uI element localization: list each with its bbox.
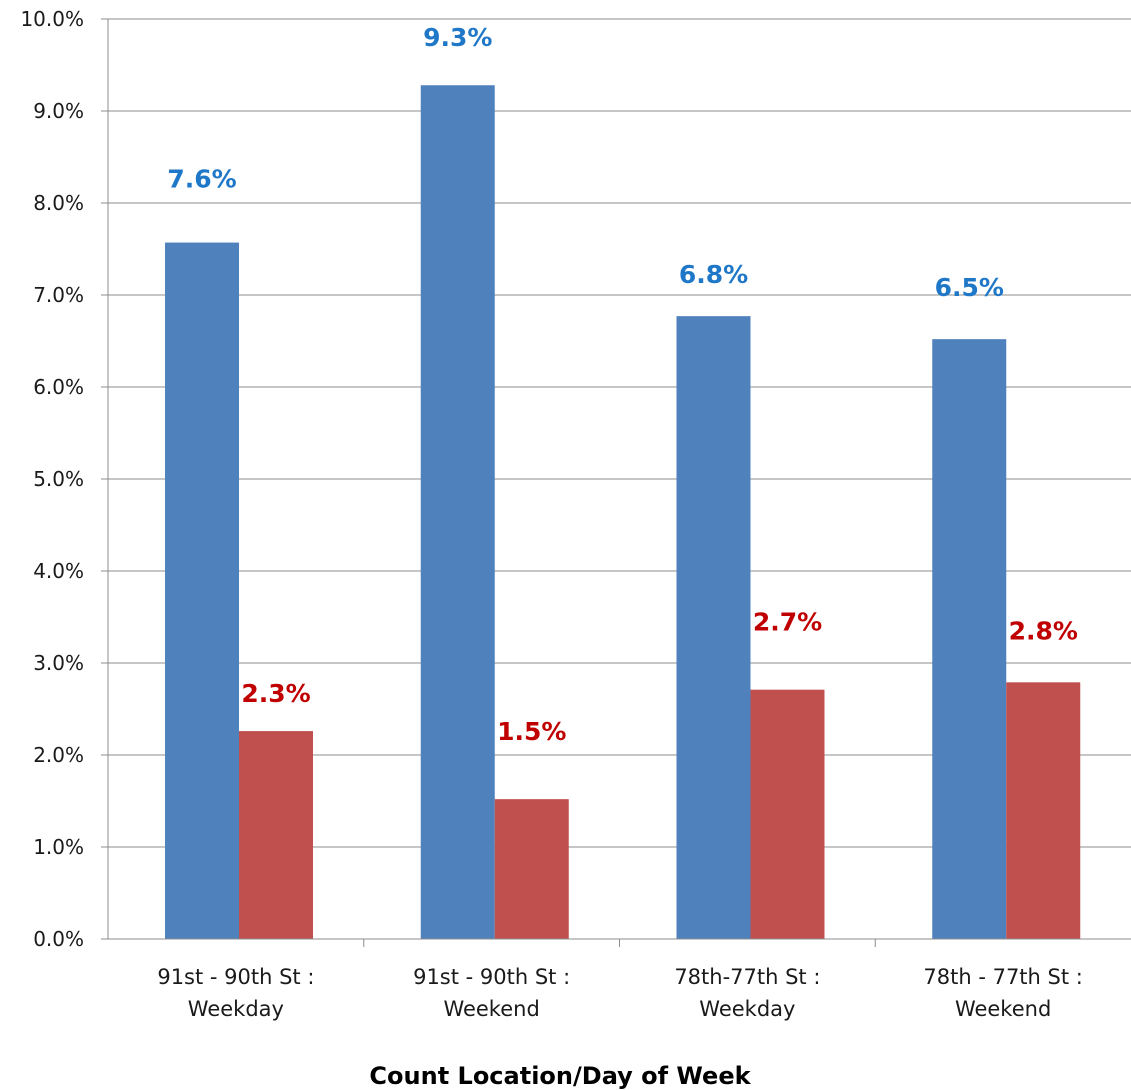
x-tick-label: 91st - 90th St :	[157, 965, 314, 989]
bar	[676, 316, 751, 939]
x-tick-label: Weekday	[699, 997, 795, 1021]
data-label: 9.3%	[423, 23, 492, 52]
y-tick-label: 6.0%	[33, 375, 84, 399]
y-tick-label: 3.0%	[33, 651, 84, 675]
bar	[750, 689, 825, 939]
x-tick-label: Weekend	[955, 997, 1051, 1021]
bar	[1006, 682, 1081, 939]
y-tick-label: 10.0%	[20, 7, 84, 31]
x-tick-label: Weekday	[188, 997, 284, 1021]
y-tick-label: 0.0%	[33, 927, 84, 951]
y-tick-label: 8.0%	[33, 191, 84, 215]
data-label: 6.8%	[679, 260, 748, 289]
x-tick-label: Weekend	[443, 997, 539, 1021]
data-label: 2.3%	[241, 679, 310, 708]
y-axis: 0.0% 1.0% 2.0% 3.0% 4.0% 5.0% 6.0% 7.0% 8.0% 9.0%…	[20, 7, 109, 951]
bar	[932, 339, 1007, 939]
data-label: 6.5%	[935, 273, 1004, 302]
bar	[420, 85, 495, 940]
data-labels: 7.6% 2.3% 9.3% 1.5% 6.8% 2.7% 6.5% 2.8%	[167, 23, 1078, 746]
bar	[494, 799, 569, 939]
bars	[165, 85, 1081, 940]
y-tick-label: 1.0%	[33, 835, 84, 859]
y-tick-label: 7.0%	[33, 283, 84, 307]
y-tick-label: 5.0%	[33, 467, 84, 491]
x-axis: 91st - 90th St : Weekday 91st - 90th St : W…	[108, 938, 1131, 1021]
data-label: 2.7%	[753, 608, 822, 637]
data-label: 1.5%	[497, 717, 566, 746]
data-label: 7.6%	[167, 165, 236, 194]
bar	[165, 242, 239, 939]
x-tick-label: 78th - 77th St :	[923, 965, 1082, 989]
data-label: 2.8%	[1009, 616, 1078, 645]
y-tick-label: 9.0%	[33, 99, 84, 123]
y-tick-label: 2.0%	[33, 743, 84, 767]
y-tick-label: 4.0%	[33, 559, 84, 583]
x-axis-title: Count Location/Day of Week	[369, 1062, 751, 1090]
bar	[239, 731, 313, 939]
x-tick-label: 78th-77th St :	[674, 965, 820, 989]
x-tick-label: 91st - 90th St :	[413, 965, 570, 989]
